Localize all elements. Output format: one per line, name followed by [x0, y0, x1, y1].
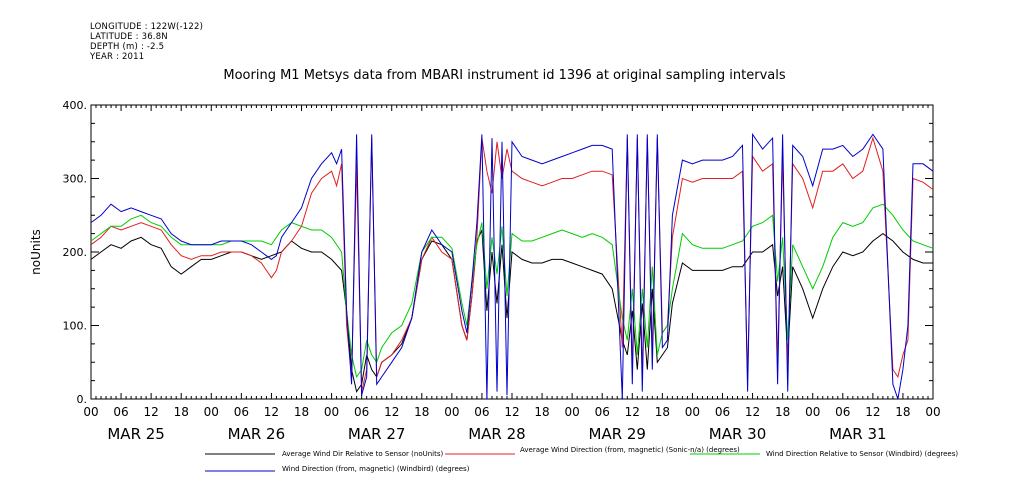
- x-tick-label: 00: [324, 405, 339, 419]
- x-day-label: MAR 31: [829, 425, 886, 443]
- x-tick-label: 00: [83, 405, 98, 419]
- x-tick-label: 06: [595, 405, 610, 419]
- x-tick-label: 12: [264, 405, 279, 419]
- meta-latitude: LATITUDE : 36.8N: [90, 32, 168, 42]
- x-day-label: MAR 29: [589, 425, 646, 443]
- x-day-label: MAR 28: [468, 425, 525, 443]
- legend-label-4: Wind Direction (from, magnetic) (Windbir…: [282, 465, 470, 473]
- x-tick-label: 18: [655, 405, 670, 419]
- x-tick-label: 18: [294, 405, 309, 419]
- series-layer: [90, 132, 934, 400]
- y-axis-label: noUnits: [29, 229, 43, 275]
- x-tick-label: 06: [715, 405, 730, 419]
- x-tick-label: 12: [625, 405, 640, 419]
- x-tick-label: 00: [204, 405, 219, 419]
- x-day-label: MAR 26: [228, 425, 285, 443]
- meta-longitude: LONGITUDE : 122W(-122): [90, 22, 204, 32]
- legend: Average Wind Dir Relative to Sensor (noU…: [205, 446, 958, 473]
- y-tick-label: 100.: [63, 320, 88, 333]
- y-tick-label: 0.: [77, 393, 88, 406]
- y-tick-label: 400.: [63, 99, 88, 112]
- x-tick-label: 00: [925, 405, 940, 419]
- x-tick-label: 12: [745, 405, 760, 419]
- series-line-4: [90, 132, 934, 400]
- x-day-label: MAR 30: [709, 425, 766, 443]
- y-tick-label: 200.: [63, 246, 88, 259]
- x-tick-label: 06: [474, 405, 489, 419]
- x-tick-label: 18: [174, 405, 189, 419]
- x-tick-label: 12: [144, 405, 159, 419]
- y-axis: 0. 100. 200. 300. 400.: [63, 99, 933, 406]
- x-tick-label: 06: [113, 405, 128, 419]
- x-tick-label: 18: [414, 405, 429, 419]
- x-tick-label: 06: [835, 405, 850, 419]
- x-tick-label: 18: [534, 405, 549, 419]
- legend-label-1: Average Wind Dir Relative to Sensor (noU…: [282, 450, 443, 458]
- series-line-2: [90, 136, 934, 392]
- y-tick-label: 300.: [63, 173, 88, 186]
- x-day-label: MAR 25: [107, 425, 164, 443]
- x-day-label: MAR 27: [348, 425, 405, 443]
- series-line-3: [90, 203, 934, 379]
- legend-label-3: Wind Direction Relative to Sensor (Windb…: [766, 450, 958, 458]
- x-tick-label: 12: [865, 405, 880, 419]
- meta-depth: DEPTH (m) : -2.5: [90, 42, 165, 52]
- meta-year: YEAR : 2011: [90, 52, 145, 62]
- x-tick-label: 06: [354, 405, 369, 419]
- x-tick-label: 00: [685, 405, 700, 419]
- x-tick-label: 12: [384, 405, 399, 419]
- x-tick-label: 06: [234, 405, 249, 419]
- x-tick-label: 00: [444, 405, 459, 419]
- chart-title: Mooring M1 Metsys data from MBARI instru…: [223, 68, 786, 83]
- series-line-1: [90, 229, 933, 393]
- x-tick-label: 00: [565, 405, 580, 419]
- x-tick-label: 18: [895, 405, 910, 419]
- legend-label-2: Average Wind Direction (from, magnetic) …: [520, 446, 740, 454]
- x-tick-label: 12: [504, 405, 519, 419]
- x-tick-label: 00: [805, 405, 820, 419]
- x-axis: 00 06 12 18 00 06 12 18 00 06 12 18 00 06 12 18 00 06 12 18…: [83, 105, 941, 443]
- x-tick-label: 18: [775, 405, 790, 419]
